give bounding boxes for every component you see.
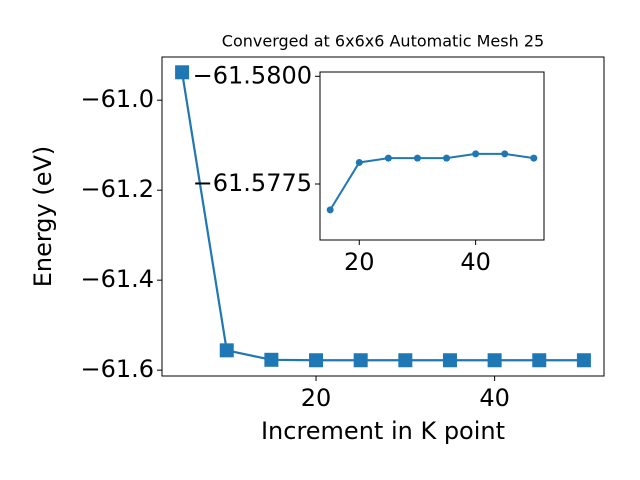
marker [501,150,509,158]
x-axis-label: Increment in K point [261,417,505,445]
marker [353,353,368,368]
marker [355,158,363,166]
y-tick-label: −61.6 [80,355,154,383]
marker [398,353,413,368]
marker [309,353,324,368]
y-tick-label: −61.2 [80,175,154,203]
marker [384,154,392,162]
x-tick-label: 20 [344,248,375,276]
marker [175,65,190,80]
y-tick-label: −61.0 [80,85,154,113]
marker [472,150,480,158]
y-tick-label: −61.4 [80,265,154,293]
marker [219,343,234,358]
y-axis-label: Energy (eV) [29,146,57,288]
y-tick-label: −61.5800 [193,61,312,89]
chart-title: Converged at 6x6x6 Automatic Mesh 25 [222,32,544,51]
marker [576,353,591,368]
x-tick-label: 40 [479,384,510,412]
marker [413,154,421,162]
marker [530,154,538,162]
marker [487,353,502,368]
axes-frame [319,71,545,241]
series-line [329,152,534,211]
series-line [181,72,584,362]
marker [326,206,334,214]
marker [442,353,457,368]
plot-area [320,72,544,240]
marker [264,352,279,367]
y-tick-label: −61.5775 [193,169,312,197]
x-tick-label: 20 [301,384,332,412]
marker [532,353,547,368]
axes-frame [161,56,605,377]
x-tick-label: 40 [460,248,491,276]
marker [443,154,451,162]
